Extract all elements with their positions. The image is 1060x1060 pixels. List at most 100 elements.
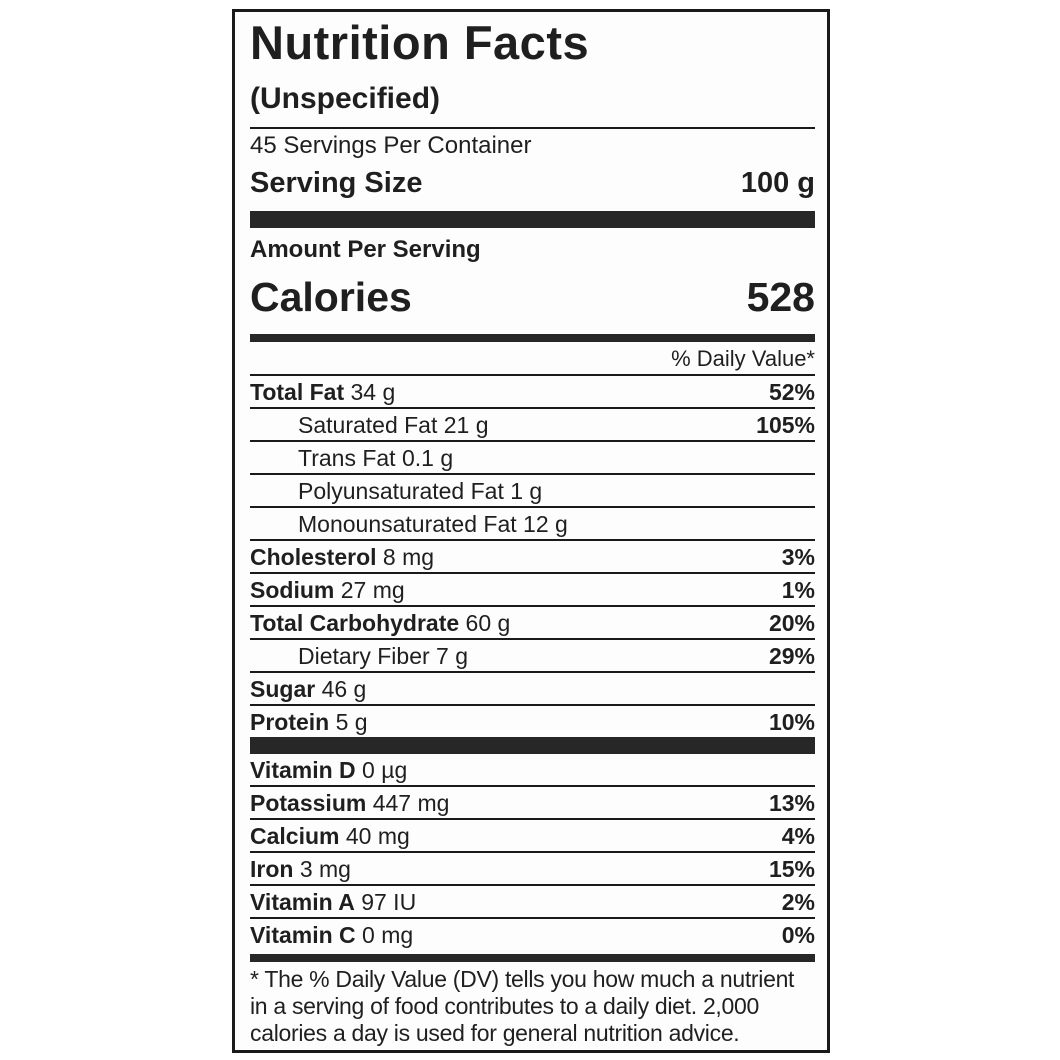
- serving-size-row: Serving Size 100 g: [250, 168, 815, 198]
- nutrient-row: Protein 5 g 10%: [250, 706, 815, 737]
- nutrient-amount: 60 g: [459, 610, 511, 636]
- nutrient-amount: 97 IU: [354, 889, 417, 915]
- calories-row: Calories 528: [250, 276, 815, 318]
- nutrient-daily-value: 1%: [781, 577, 815, 603]
- nutrient-name-amount: Potassium 447 mg: [250, 791, 449, 815]
- serving-size-label: Serving Size: [250, 167, 423, 199]
- section-divider-bar-thick: [250, 737, 815, 754]
- nutrient-row: Dietary Fiber 7 g 29%: [250, 640, 815, 673]
- divider-hairline: [250, 127, 815, 129]
- nutrient-name-amount: Iron 3 mg: [250, 857, 351, 881]
- nutrient-row: Calcium 40 mg 4%: [250, 820, 815, 853]
- nutrient-row: Sodium 27 mg 1%: [250, 574, 815, 607]
- label-subtitle: (Unspecified): [250, 82, 441, 115]
- nutrient-name-amount: Vitamin A 97 IU: [250, 890, 416, 914]
- nutrient-row: Saturated Fat 21 g 105%: [250, 409, 815, 442]
- nutrient-name-amount: Sugar 46 g: [250, 677, 366, 701]
- nutrient-amount: 447 mg: [366, 790, 450, 816]
- nutrient-amount: 7 g: [429, 643, 469, 669]
- nutrient-name: Monounsaturated Fat: [298, 511, 517, 537]
- nutrient-name-amount: Vitamin D 0 µg: [250, 758, 407, 782]
- nutrient-name: Protein: [250, 709, 330, 735]
- nutrient-row: Total Carbohydrate 60 g 20%: [250, 607, 815, 640]
- nutrient-row: Vitamin D 0 µg: [250, 754, 815, 787]
- nutrient-name-amount: Calcium 40 mg: [250, 824, 410, 848]
- nutrient-amount: 5 g: [329, 709, 368, 735]
- nutrient-name-amount: Vitamin C 0 mg: [250, 923, 413, 947]
- nutrient-row: Vitamin C 0 mg 0%: [250, 919, 815, 950]
- calories-label: Calories: [250, 274, 412, 320]
- nutrient-amount: 27 mg: [334, 577, 405, 603]
- nutrient-row: Potassium 447 mg 13%: [250, 787, 815, 820]
- nutrient-amount: 8 mg: [376, 544, 435, 570]
- nutrient-daily-value: 20%: [768, 610, 815, 636]
- nutrient-name: Vitamin D: [250, 757, 356, 783]
- nutrient-name: Sodium: [250, 577, 335, 603]
- nutrient-amount: 1 g: [503, 478, 543, 504]
- nutrient-daily-value: 3%: [781, 544, 815, 570]
- nutrient-name: Calcium: [250, 823, 340, 849]
- serving-size-value: 100 g: [740, 167, 815, 199]
- nutrient-amount: 34 g: [344, 379, 396, 405]
- nutrient-amount: 40 mg: [339, 823, 410, 849]
- nutrient-name: Potassium: [250, 790, 367, 816]
- section-divider-bar-medium: [250, 954, 815, 962]
- nutrient-amount: 12 g: [516, 511, 568, 537]
- nutrient-row: Sugar 46 g: [250, 673, 815, 706]
- nutrient-daily-value: 13%: [768, 790, 815, 816]
- nutrient-name: Saturated Fat: [298, 412, 438, 438]
- nutrient-name: Total Carbohydrate: [250, 610, 460, 636]
- nutrient-daily-value: 29%: [768, 643, 815, 669]
- nutrient-row: Cholesterol 8 mg 3%: [250, 541, 815, 574]
- nutrient-rows-section: Total Fat 34 g 52% Saturated Fat 21 g 10…: [250, 376, 815, 737]
- nutrient-name-amount: Monounsaturated Fat 12 g: [298, 512, 568, 536]
- nutrient-amount: 46 g: [315, 676, 367, 702]
- daily-value-footnote: * The % Daily Value (DV) tells you how m…: [250, 966, 795, 1046]
- nutrient-name-amount: Dietary Fiber 7 g: [298, 644, 468, 668]
- section-divider-bar-thick: [250, 211, 815, 228]
- label-title: Nutrition Facts: [250, 16, 590, 69]
- nutrient-amount: 0 µg: [355, 757, 408, 783]
- servings-per-container: 45 Servings Per Container: [250, 132, 532, 159]
- nutrient-name: Sugar: [250, 676, 316, 702]
- nutrient-row: Trans Fat 0.1 g: [250, 442, 815, 475]
- nutrient-name-amount: Trans Fat 0.1 g: [298, 446, 453, 470]
- nutrient-daily-value: 4%: [781, 823, 815, 849]
- nutrient-daily-value: 105%: [756, 412, 815, 438]
- nutrient-name-amount: Cholesterol 8 mg: [250, 545, 434, 569]
- nutrient-row: Polyunsaturated Fat 1 g: [250, 475, 815, 508]
- nutrient-name: Trans Fat: [298, 445, 396, 471]
- nutrient-amount: 21 g: [437, 412, 489, 438]
- nutrient-daily-value: 10%: [768, 709, 815, 735]
- micronutrient-rows-section: Vitamin D 0 µg Potassium 447 mg 13% Calc…: [250, 754, 815, 950]
- nutrient-row: Monounsaturated Fat 12 g: [250, 508, 815, 541]
- nutrient-name: Vitamin C: [250, 922, 356, 948]
- nutrition-facts-label: Nutrition Facts (Unspecified) 45 Serving…: [232, 9, 830, 1053]
- nutrient-row: Iron 3 mg 15%: [250, 853, 815, 886]
- nutrient-name-amount: Protein 5 g: [250, 710, 368, 734]
- nutrient-name: Total Fat: [250, 379, 345, 405]
- nutrient-name: Vitamin A: [250, 889, 355, 915]
- nutrient-amount: 0 mg: [355, 922, 414, 948]
- nutrient-daily-value: 15%: [768, 856, 815, 882]
- calories-value: 528: [746, 274, 815, 320]
- nutrient-name-amount: Saturated Fat 21 g: [298, 413, 489, 437]
- nutrient-name: Polyunsaturated Fat: [298, 478, 504, 504]
- nutrient-name-amount: Polyunsaturated Fat 1 g: [298, 479, 542, 503]
- daily-value-header: % Daily Value*: [250, 342, 815, 376]
- nutrient-name-amount: Sodium 27 mg: [250, 578, 405, 602]
- nutrient-row: Vitamin A 97 IU 2%: [250, 886, 815, 919]
- nutrient-amount: 3 mg: [293, 856, 351, 882]
- section-divider-bar-medium: [250, 334, 815, 342]
- nutrient-row: Total Fat 34 g 52%: [250, 376, 815, 409]
- nutrient-name: Iron: [250, 856, 294, 882]
- amount-per-serving-label: Amount Per Serving: [250, 236, 481, 263]
- nutrient-amount: 0.1 g: [395, 445, 454, 471]
- nutrient-daily-value: 0%: [781, 922, 815, 948]
- nutrient-name: Dietary Fiber: [298, 643, 430, 669]
- nutrient-daily-value: 2%: [781, 889, 815, 915]
- nutrient-daily-value: 52%: [768, 379, 815, 405]
- nutrient-name: Cholesterol: [250, 544, 377, 570]
- nutrient-name-amount: Total Fat 34 g: [250, 380, 395, 404]
